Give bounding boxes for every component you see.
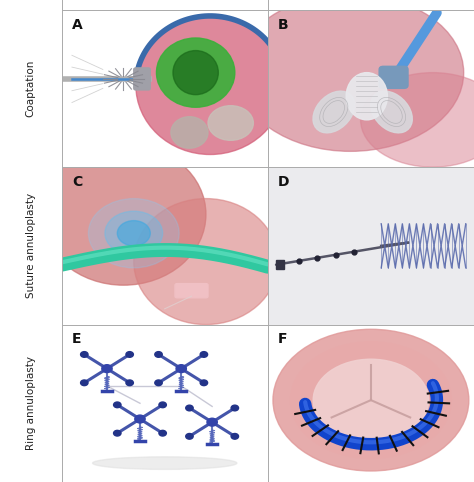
Circle shape: [117, 221, 150, 246]
Circle shape: [81, 352, 88, 357]
FancyBboxPatch shape: [134, 68, 150, 90]
Text: Ring annuloplasty: Ring annuloplasty: [26, 356, 36, 450]
Ellipse shape: [313, 359, 428, 441]
Circle shape: [102, 365, 112, 373]
Text: A: A: [72, 17, 82, 31]
Circle shape: [135, 415, 145, 423]
Ellipse shape: [92, 457, 237, 469]
Circle shape: [155, 380, 162, 386]
Circle shape: [126, 380, 133, 386]
Text: E: E: [72, 333, 82, 347]
Ellipse shape: [273, 329, 469, 471]
Circle shape: [231, 405, 238, 411]
Circle shape: [186, 433, 193, 439]
FancyBboxPatch shape: [175, 283, 208, 298]
Circle shape: [114, 402, 121, 408]
Ellipse shape: [156, 38, 235, 107]
Ellipse shape: [237, 0, 464, 151]
FancyBboxPatch shape: [379, 67, 408, 88]
Circle shape: [186, 405, 193, 411]
Text: B: B: [278, 17, 289, 31]
Circle shape: [155, 352, 162, 357]
Circle shape: [231, 433, 238, 439]
Ellipse shape: [313, 91, 355, 133]
Bar: [276, 260, 284, 269]
Text: Coaptation: Coaptation: [26, 60, 36, 117]
Text: D: D: [278, 175, 290, 189]
Circle shape: [200, 380, 208, 386]
Circle shape: [89, 199, 179, 268]
Circle shape: [159, 402, 166, 408]
Circle shape: [126, 352, 133, 357]
Circle shape: [114, 430, 121, 436]
Ellipse shape: [136, 16, 284, 155]
Text: Suture annuloplasty: Suture annuloplasty: [26, 193, 36, 298]
Ellipse shape: [171, 117, 208, 148]
Ellipse shape: [346, 73, 387, 120]
Ellipse shape: [371, 91, 412, 133]
Circle shape: [159, 430, 166, 436]
Ellipse shape: [291, 342, 451, 458]
Circle shape: [200, 352, 208, 357]
Circle shape: [176, 365, 186, 373]
Ellipse shape: [134, 199, 278, 324]
Ellipse shape: [173, 51, 219, 94]
Circle shape: [81, 380, 88, 386]
Circle shape: [207, 418, 217, 426]
Ellipse shape: [208, 106, 254, 140]
Ellipse shape: [361, 73, 474, 167]
Ellipse shape: [41, 144, 206, 285]
Circle shape: [105, 211, 163, 255]
Text: C: C: [72, 175, 82, 189]
Text: F: F: [278, 333, 288, 347]
